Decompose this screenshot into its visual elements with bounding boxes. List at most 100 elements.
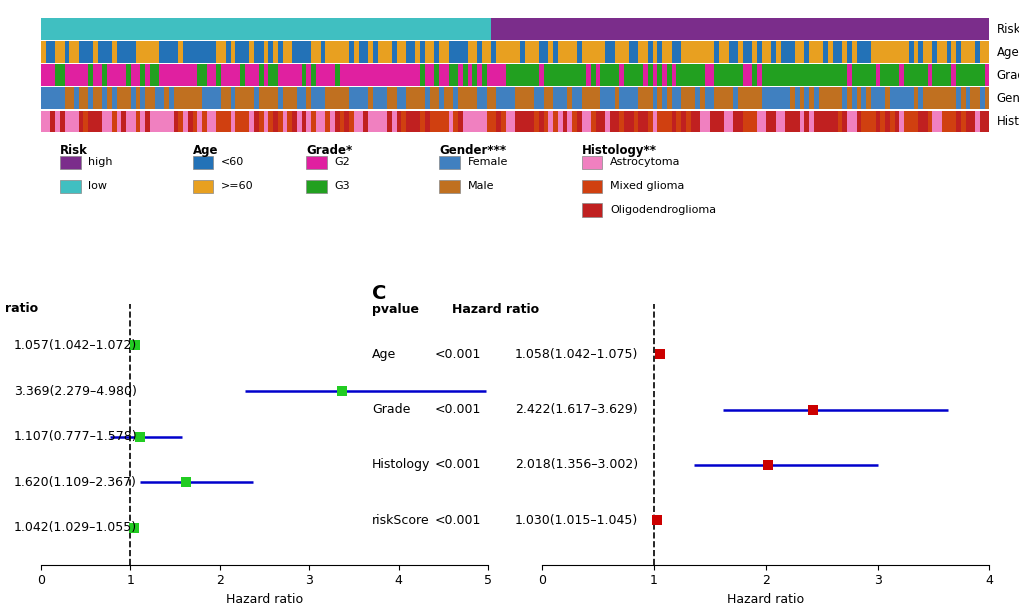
Bar xyxy=(107,110,112,132)
Bar xyxy=(738,110,742,132)
Bar xyxy=(495,64,500,86)
Bar xyxy=(126,110,130,132)
Bar xyxy=(64,87,69,109)
Bar xyxy=(899,64,903,86)
Bar xyxy=(983,110,988,132)
Bar xyxy=(955,41,960,63)
Bar xyxy=(699,87,704,109)
Bar xyxy=(614,64,619,86)
Bar xyxy=(311,110,316,132)
FancyBboxPatch shape xyxy=(581,155,602,169)
Bar xyxy=(334,41,339,63)
Bar xyxy=(572,110,576,132)
Bar xyxy=(884,110,889,132)
Bar xyxy=(713,110,718,132)
Bar xyxy=(899,41,903,63)
Bar xyxy=(239,87,245,109)
Bar xyxy=(354,18,359,40)
Bar xyxy=(112,64,116,86)
Bar xyxy=(287,110,291,132)
Bar xyxy=(187,64,193,86)
Bar xyxy=(922,87,927,109)
Bar xyxy=(306,41,311,63)
Bar xyxy=(334,64,339,86)
Bar xyxy=(842,110,847,132)
Bar xyxy=(78,18,84,40)
Bar xyxy=(197,41,202,63)
Bar xyxy=(681,41,685,63)
Bar xyxy=(590,110,595,132)
Bar xyxy=(942,64,946,86)
Bar xyxy=(136,41,141,63)
Bar xyxy=(529,64,534,86)
Bar xyxy=(396,18,400,40)
Bar xyxy=(141,18,145,40)
Bar xyxy=(481,64,486,86)
Bar xyxy=(150,18,155,40)
Bar xyxy=(804,64,808,86)
Bar xyxy=(264,110,268,132)
Bar xyxy=(761,87,765,109)
Bar xyxy=(505,87,510,109)
Bar xyxy=(833,64,837,86)
Bar xyxy=(600,110,604,132)
Bar xyxy=(316,41,320,63)
Bar xyxy=(207,64,211,86)
Bar xyxy=(865,110,870,132)
Bar xyxy=(822,87,827,109)
Bar xyxy=(344,87,348,109)
Text: 2.422(1.617–3.629): 2.422(1.617–3.629) xyxy=(515,403,637,416)
Bar xyxy=(339,110,344,132)
Bar xyxy=(647,110,652,132)
Bar xyxy=(870,64,874,86)
Bar xyxy=(704,64,709,86)
Bar xyxy=(50,87,55,109)
Bar xyxy=(46,110,50,132)
Bar xyxy=(363,18,368,40)
Bar xyxy=(468,41,472,63)
Bar xyxy=(647,87,652,109)
Bar xyxy=(974,110,979,132)
Bar xyxy=(713,87,718,109)
Bar xyxy=(415,18,420,40)
Bar xyxy=(302,64,306,86)
Bar xyxy=(960,64,965,86)
Bar xyxy=(733,18,738,40)
Text: <0.001: <0.001 xyxy=(434,348,481,361)
Bar xyxy=(728,87,733,109)
Text: 1.620(1.109–2.367): 1.620(1.109–2.367) xyxy=(14,476,137,489)
Bar xyxy=(391,64,396,86)
Bar xyxy=(93,110,98,132)
Bar xyxy=(927,18,931,40)
Bar xyxy=(121,41,126,63)
Bar xyxy=(382,64,386,86)
Bar xyxy=(633,110,638,132)
Bar xyxy=(320,87,325,109)
Text: C: C xyxy=(372,283,386,302)
Bar xyxy=(207,18,211,40)
Bar xyxy=(150,87,155,109)
Bar xyxy=(425,41,429,63)
Bar xyxy=(443,41,448,63)
Bar xyxy=(377,110,382,132)
Bar xyxy=(155,64,159,86)
Bar xyxy=(652,64,657,86)
Bar xyxy=(709,64,713,86)
Bar xyxy=(728,110,733,132)
Bar xyxy=(690,87,695,109)
Bar xyxy=(908,110,913,132)
Bar xyxy=(273,41,277,63)
Bar xyxy=(742,18,747,40)
Bar xyxy=(572,87,576,109)
Text: G3: G3 xyxy=(334,181,351,191)
Bar xyxy=(656,18,661,40)
Bar xyxy=(468,87,472,109)
Bar xyxy=(548,18,552,40)
Bar xyxy=(411,18,415,40)
Bar xyxy=(235,41,239,63)
Bar xyxy=(268,41,273,63)
Bar xyxy=(969,64,974,86)
Bar xyxy=(339,87,344,109)
Bar xyxy=(936,64,942,86)
Bar xyxy=(112,110,116,132)
